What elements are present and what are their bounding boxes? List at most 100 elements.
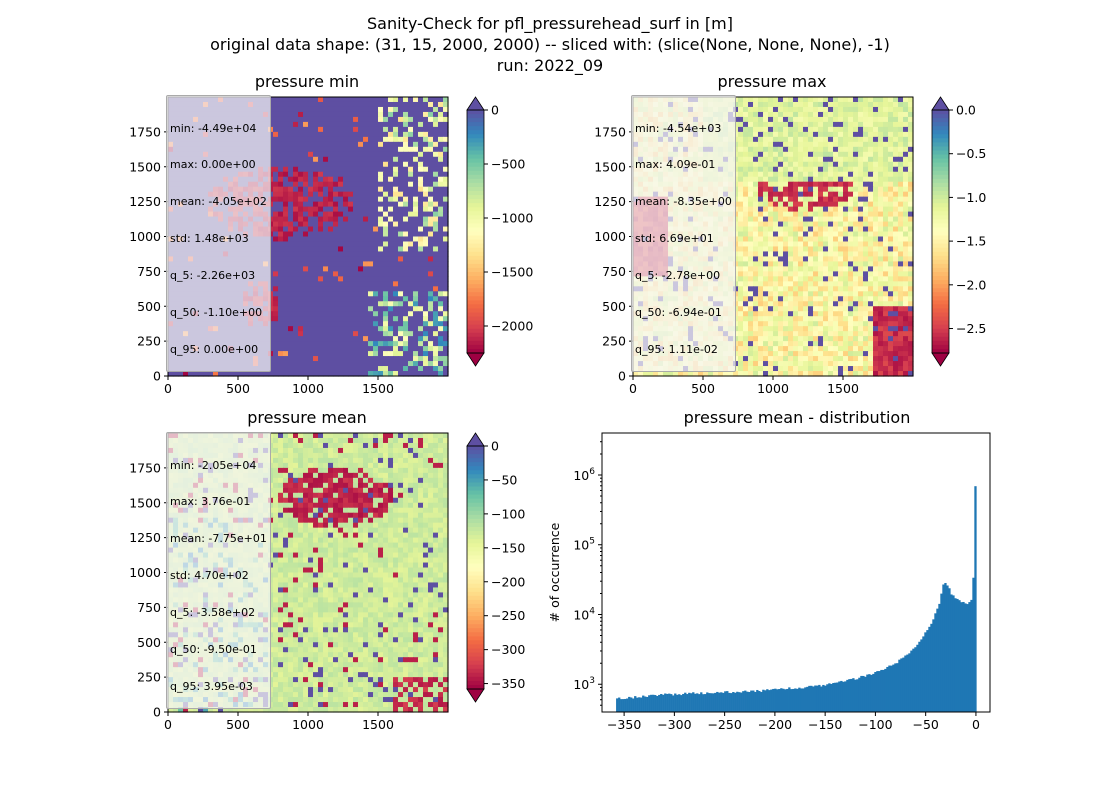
histogram-bar	[850, 678, 853, 712]
histogram-bar	[898, 659, 901, 712]
histogram-bar	[846, 679, 849, 712]
histogram-bar	[882, 669, 885, 712]
histogram-bar	[670, 694, 673, 712]
histogram-bar	[750, 690, 753, 712]
histogram-bar	[730, 693, 733, 712]
histogram-bar	[720, 692, 723, 712]
colorbar	[932, 110, 949, 354]
y-tick-label: 105	[573, 537, 595, 553]
stat-min: min: -4.54e+03	[635, 121, 722, 135]
histogram-bar	[640, 697, 643, 712]
stat-mean: mean: -8.35e+00	[635, 195, 732, 209]
histogram-bar	[796, 688, 799, 712]
histogram-bar	[968, 602, 971, 712]
histogram-bar	[704, 694, 707, 712]
histogram-bar	[896, 663, 899, 712]
histogram-bar	[800, 688, 803, 712]
histogram-bar	[788, 687, 791, 712]
stat-q95: q_95: 0.00e+00	[170, 342, 259, 356]
histogram-bar	[622, 699, 625, 712]
histogram-bar	[682, 693, 685, 712]
y-tick-label: 1750	[129, 124, 161, 139]
colorbar-tick-label: −1.0	[956, 190, 986, 205]
y-tick-label: 0	[153, 369, 161, 384]
x-tick-label: 1500	[362, 717, 394, 732]
colorbar	[467, 446, 484, 690]
histogram-bar	[870, 674, 873, 712]
histogram-bar	[930, 623, 933, 712]
histogram-bar	[722, 692, 725, 712]
histogram-bar	[974, 486, 977, 712]
colorbar-tick-label: −50	[491, 472, 517, 487]
histogram-bar	[892, 664, 895, 712]
histogram-bar	[874, 672, 877, 712]
histogram-bar	[962, 601, 965, 712]
colorbar-tick-label: 0.0	[956, 103, 976, 118]
colorbar-tick-label: −350	[491, 676, 525, 691]
histogram-bar	[942, 584, 945, 712]
histogram-bar	[908, 653, 911, 712]
histogram-bar	[910, 650, 913, 712]
stat-q50: q_50: -6.94e-01	[635, 306, 722, 320]
histogram-bar	[738, 692, 741, 712]
y-tick-label: 1000	[594, 229, 626, 244]
colorbar-tick-label: −2.0	[956, 277, 986, 292]
histogram-bar	[832, 682, 835, 712]
x-tick-label: 1000	[292, 381, 324, 396]
histogram-bar	[642, 695, 645, 712]
histogram-bar	[956, 598, 959, 712]
histogram-bar	[852, 678, 855, 712]
x-tick-label: −100	[858, 717, 892, 732]
stat-q5: q_5: -3.58e+02	[170, 606, 256, 620]
histogram-bar	[828, 683, 831, 712]
colorbar-extend-max	[931, 96, 950, 111]
y-tick-label: 750	[602, 264, 626, 279]
histogram-bar	[672, 695, 675, 712]
histogram-bar	[926, 630, 929, 712]
histogram-bar	[940, 593, 943, 712]
figure-title-line2: original data shape: (31, 15, 2000, 2000…	[210, 35, 890, 54]
histogram-bar	[630, 697, 633, 712]
y-tick-label: 0	[618, 369, 626, 384]
histogram-bar	[866, 674, 869, 712]
histogram-bar	[818, 684, 821, 712]
y-tick-label: 1500	[129, 495, 161, 510]
colorbar	[467, 110, 484, 354]
stat-q5: q_5: -2.78e+00	[635, 269, 721, 283]
histogram-bar	[950, 594, 953, 712]
histogram-bar	[886, 666, 889, 712]
y-tick-label: 1750	[594, 124, 626, 139]
x-tick-label: 0	[164, 717, 172, 732]
histogram-bar	[944, 582, 947, 712]
histogram-bar	[776, 689, 779, 712]
histogram-bar	[838, 681, 841, 712]
y-tick-label: 1250	[129, 194, 161, 209]
histogram-bar	[912, 648, 915, 712]
histogram-bar	[650, 694, 653, 712]
histogram-bar	[706, 692, 709, 712]
histogram-bar	[624, 698, 627, 712]
histogram-bar	[960, 602, 963, 712]
y-tick-label: 1500	[129, 159, 161, 174]
x-tick-label: 500	[226, 717, 250, 732]
histogram-bar	[618, 697, 621, 712]
histogram-bar	[710, 693, 713, 712]
histogram-bar	[758, 691, 761, 712]
colorbar-tick-label: −100	[491, 506, 525, 521]
y-tick-label: 750	[137, 264, 161, 279]
histogram-bar	[814, 685, 817, 712]
stat-q95: q_95: 3.95e-03	[170, 679, 253, 693]
stat-max: max: 3.76e-01	[170, 495, 251, 509]
histogram-bar	[724, 691, 727, 712]
histogram-bar	[762, 689, 765, 712]
histogram-bar	[938, 603, 941, 712]
histogram-bar	[666, 693, 669, 712]
histogram-bar	[746, 691, 749, 712]
x-tick-label: 1500	[362, 381, 394, 396]
x-tick-label: 1500	[827, 381, 859, 396]
histogram-bar	[616, 698, 619, 712]
histogram-bar	[726, 691, 729, 712]
y-tick-label: 750	[137, 600, 161, 615]
stat-q95: q_95: 1.11e-02	[635, 342, 718, 356]
histogram-bar	[854, 679, 857, 712]
